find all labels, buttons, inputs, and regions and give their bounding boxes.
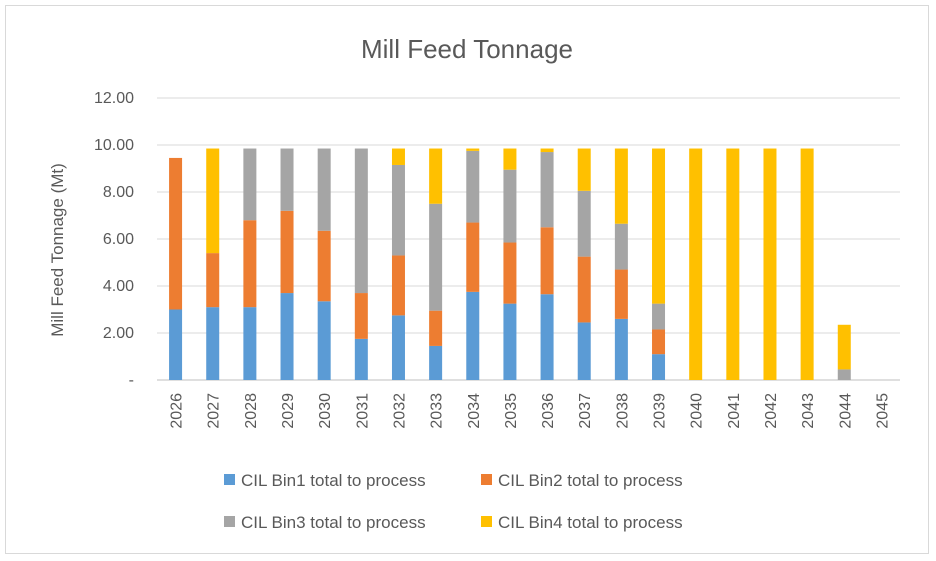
bar-segment-bin2-2036 [540,227,554,295]
bar-segment-bin4-2032 [391,148,405,165]
bar-segment-bin3-2028 [243,148,257,221]
bar-segment-bin3-2037 [577,190,591,257]
x-tick-label: 2026 [169,393,186,429]
bar-segment-bin1-2031 [354,338,368,380]
y-tick-label: 10.00 [94,137,134,154]
bar-segment-bin3-2044 [837,369,851,380]
bar-segment-bin2-2027 [206,253,220,308]
x-tick-label: 2041 [726,393,743,429]
bar-segment-bin3-2033 [429,203,443,311]
bar-segment-bin2-2030 [317,230,331,302]
x-tick-label: 2031 [354,393,371,429]
bar-segment-bin1-2032 [391,315,405,380]
bar-segment-bin2-2037 [577,256,591,323]
bar-segment-bin3-2030 [317,148,331,231]
bar-segment-bin2-2026 [169,157,183,310]
bar-segment-bin2-2038 [614,269,628,319]
x-tick-label: 2034 [466,393,483,429]
bar-segment-bin1-2030 [317,301,331,380]
x-tick-label: 2029 [280,393,297,429]
bar-segment-bin2-2028 [243,220,257,308]
bar-segment-bin2-2033 [429,310,443,346]
bar-segment-bin3-2032 [391,164,405,256]
x-tick-label: 2032 [391,393,408,429]
x-tick-label: 2028 [243,393,260,429]
bar-segment-bin1-2026 [169,309,183,380]
bar-segment-bin4-2035 [503,148,517,170]
bar-segment-bin1-2029 [280,293,294,380]
bar-segment-bin3-2034 [466,150,480,223]
bar-segment-bin3-2029 [280,148,294,211]
y-tick-label: 8.00 [103,184,134,201]
bar-segment-bin2-2032 [391,255,405,316]
bar-segment-bin4-2040 [689,148,703,380]
bar-segment-bin2-2031 [354,293,368,339]
bar-segment-bin4-2042 [763,148,777,380]
bar-segment-bin3-2031 [354,148,368,294]
bar-segment-bin3-2035 [503,169,517,243]
x-tick-label: 2044 [837,393,854,429]
legend-swatch-bin2 [481,474,492,485]
x-tick-label: 2036 [540,393,557,429]
x-tick-label: 2037 [577,393,594,429]
x-tick-label: 2038 [614,393,631,429]
bar-segment-bin1-2038 [614,318,628,380]
y-axis-label: Mill Feed Tonnage (Mt) [48,163,67,337]
bar-segment-bin1-2034 [466,291,480,380]
bar-segment-bin4-2041 [726,148,740,380]
bar-segment-bin4-2044 [837,324,851,370]
bar-segment-bin4-2034 [466,148,480,151]
x-tick-label: 2027 [206,393,223,429]
chart-title: Mill Feed Tonnage [361,34,573,64]
x-tick-label: 2042 [763,393,780,429]
bar-segment-bin4-2039 [652,148,666,304]
bar-segment-bin3-2038 [614,223,628,270]
bar-segment-bin3-2036 [540,152,554,228]
bar-segment-bin2-2039 [652,329,666,355]
y-tick-label: 4.00 [103,278,134,295]
legend-label-bin2: CIL Bin2 total to process [498,471,683,490]
bar-segment-bin1-2039 [652,354,666,380]
legend-label-bin4: CIL Bin4 total to process [498,513,683,532]
legend-label-bin1: CIL Bin1 total to process [241,471,426,490]
x-tick-label: 2039 [652,393,669,429]
y-tick-label: 2.00 [103,325,134,342]
bar-segment-bin2-2029 [280,210,294,294]
legend-swatch-bin1 [224,474,235,485]
x-tick-label: 2045 [874,393,891,429]
bar-segment-bin1-2037 [577,322,591,380]
y-tick-label: - [129,372,134,389]
bar-segment-bin1-2035 [503,303,517,380]
bar-segment-bin4-2037 [577,148,591,191]
legend-swatch-bin3 [224,516,235,527]
legend-swatch-bin4 [481,516,492,527]
legend-label-bin3: CIL Bin3 total to process [241,513,426,532]
bar-segment-bin1-2028 [243,307,257,380]
bar-segment-bin4-2033 [429,148,443,204]
bar-segment-bin2-2035 [503,242,517,304]
bar-segment-bin1-2033 [429,345,443,380]
x-tick-label: 2030 [317,393,334,429]
y-tick-label: 12.00 [94,90,134,107]
bar-segment-bin4-2043 [800,148,814,380]
x-tick-label: 2035 [503,393,520,429]
x-tick-label: 2033 [429,393,446,429]
bar-segment-bin4-2036 [540,148,554,153]
bar-segment-bin2-2034 [466,222,480,292]
bar-segment-bin1-2027 [206,307,220,380]
y-tick-label: 6.00 [103,231,134,248]
x-tick-label: 2040 [689,393,706,429]
x-tick-label: 2043 [800,393,817,429]
bar-segment-bin4-2027 [206,148,220,254]
bar-segment-bin4-2038 [614,148,628,224]
bar-segment-bin3-2039 [652,303,666,330]
bar-segment-bin1-2036 [540,294,554,380]
